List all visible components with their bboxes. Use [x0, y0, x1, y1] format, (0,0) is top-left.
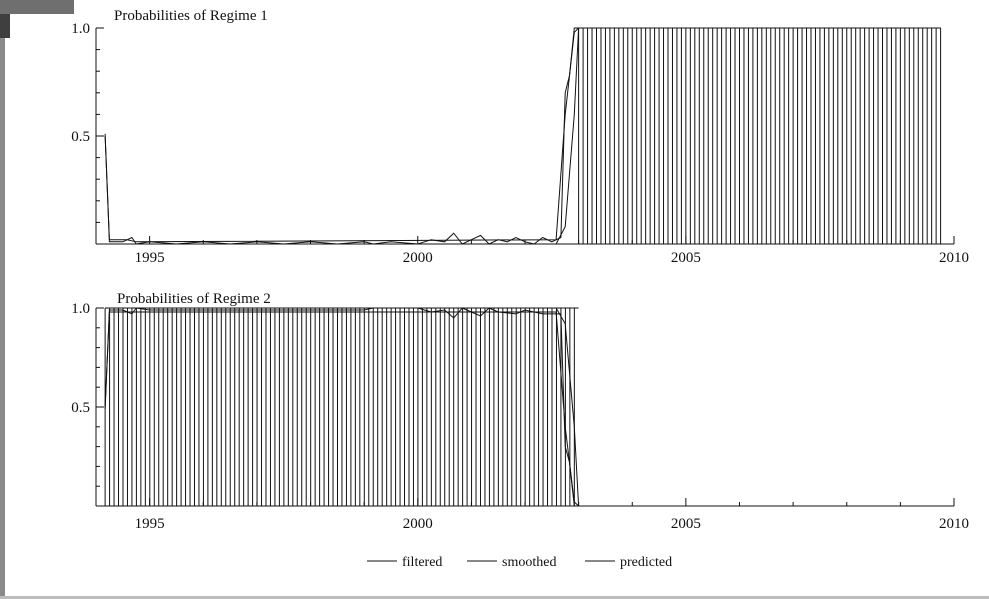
regime-period-bars [104, 307, 579, 506]
window-corner-dark [0, 14, 10, 38]
y-tick-label: 1.0 [71, 301, 90, 317]
series-predicted-line [104, 311, 941, 507]
regime-1-panel: 1995 2000 2005 2010 0.5 1.0 Probabilities of R… [71, 8, 969, 266]
legend-label: smoothed [502, 555, 556, 570]
x-tick-label: 1995 [135, 516, 165, 532]
x-tick-label: 1995 [135, 250, 165, 266]
legend-item-predicted: predicted [585, 555, 672, 570]
x-tick-label: 2010 [939, 250, 969, 266]
x-tick-label: 2000 [403, 250, 433, 266]
series-filtered-line [104, 307, 941, 507]
panel-title: Probabilities of Regime 1 [114, 8, 268, 24]
x-tick-label: 2010 [939, 516, 969, 532]
x-tick-label: 2000 [403, 516, 433, 532]
legend-item-filtered: filtered [367, 555, 442, 570]
y-tick-label: 1.0 [71, 21, 90, 37]
legend-label: predicted [620, 555, 672, 570]
legend-item-smoothed: smoothed [467, 555, 556, 570]
x-tick-label: 2005 [671, 516, 701, 532]
y-tick-label: 0.5 [71, 400, 90, 416]
x-tick-label: 2005 [671, 250, 701, 266]
regime-2-panel: 1995 2000 2005 2010 0.5 1.0 Probabilities of R… [71, 291, 969, 532]
window-bottom-border [0, 596, 989, 599]
legend: filtered smoothed predicted [367, 555, 672, 570]
series-predicted-line [104, 27, 941, 243]
panel-title: Probabilities of Regime 2 [117, 291, 271, 307]
window-corner-tab [0, 0, 74, 14]
y-tick-label: 0.5 [71, 129, 90, 145]
regime-period-bars [578, 27, 942, 244]
legend-label: filtered [402, 555, 442, 570]
window-left-border [0, 0, 5, 599]
